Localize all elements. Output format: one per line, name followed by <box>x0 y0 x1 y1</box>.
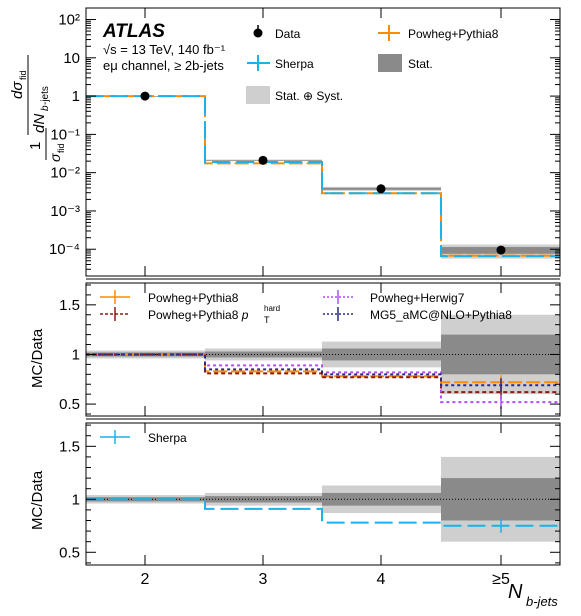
data-point-bin-1 <box>258 155 268 165</box>
svg-text:Stat. ⊕ Syst.: Stat. ⊕ Syst. <box>275 89 343 103</box>
x-axis-title: N <box>508 581 523 603</box>
legend-stat-syst: Stat. ⊕ Syst. <box>246 86 343 104</box>
x-tick-label-1: 3 <box>259 571 268 588</box>
legend-sherpa: Sherpa <box>247 55 314 71</box>
svg-text:hard: hard <box>264 304 280 313</box>
svg-text:b: b <box>40 105 51 111</box>
ratio1-legend: Powheg+Pythia8 Powheg+Pythia8 p T hard P… <box>100 290 512 325</box>
data-point-bin-3 <box>496 245 506 255</box>
legend-r1-powheg-pythia8-pthard: Powheg+Pythia8 p T hard <box>100 304 280 325</box>
legend-powheg-pythia8: Powheg+Pythia8 <box>378 25 499 41</box>
legend-r1-powheg-herwig7: Powheg+Herwig7 <box>323 290 465 305</box>
svg-text:Powheg+Pythia8: Powheg+Pythia8 <box>148 291 239 305</box>
svg-text:-jets: -jets <box>40 86 51 105</box>
svg-text:Powheg+Pythia8: Powheg+Pythia8 <box>408 27 499 41</box>
svg-text:Stat.: Stat. <box>408 57 433 71</box>
data-point-bin-2 <box>376 184 386 194</box>
svg-text:Powheg+Herwig7: Powheg+Herwig7 <box>370 291 465 305</box>
svg-text:σ: σ <box>47 153 63 162</box>
ratio2-stat-band-bin-2 <box>322 492 441 506</box>
ratio1-tick-label-1: 1 <box>72 346 80 363</box>
ratio2-y-axis-title: MC/Data <box>29 470 46 530</box>
svg-text:Data: Data <box>275 27 301 41</box>
svg-text:T: T <box>264 315 270 325</box>
svg-text:MG5_aMC@NLO+Pythia8: MG5_aMC@NLO+Pythia8 <box>370 308 512 322</box>
ratio2-tick-label-0: 0.5 <box>59 544 80 561</box>
legend-r1-powheg-pythia8: Powheg+Pythia8 <box>100 290 239 305</box>
top-panel: 10⁻⁴ 10⁻³ 10⁻² 10⁻¹ 1 10 10² <box>49 7 561 277</box>
svg-text:dN: dN <box>31 114 48 133</box>
ratio1-stat-band-bin-2 <box>322 348 441 361</box>
ratio1-y-axis-title: MC/Data <box>29 328 46 388</box>
top-y-axis-title: 1 σ fid dσ fid dN b -jets <box>9 55 66 162</box>
ratio2-legend: Sherpa <box>100 430 187 445</box>
top-legend: Data Powheg+Pythia8 Sherpa Stat. Stat. ⊕… <box>246 25 499 104</box>
top-frame <box>85 7 561 277</box>
ratio-panel-2: 0.5 1 1.5 <box>59 422 561 566</box>
ratio1-frame <box>85 282 561 417</box>
energy-label: √s = 13 TeV, 140 fb⁻¹ <box>103 42 226 57</box>
legend-data: Data <box>253 25 301 41</box>
x-tick-label-0: 2 <box>141 571 150 588</box>
ratio1-series-mg5-amc-nlo-pythia8 <box>86 353 560 387</box>
ratio1-tick-label-0: 0.5 <box>59 396 80 413</box>
top-tick-label-6: 10² <box>58 12 80 29</box>
top-tick-label-1: 10⁻³ <box>50 203 80 220</box>
ratio2-tick-label-2: 1.5 <box>59 438 80 455</box>
svg-text:dσ: dσ <box>9 81 26 99</box>
atlas-label: ATLAS <box>102 21 165 42</box>
data-point-bin-0 <box>140 91 150 101</box>
top-tick-label-5: 10 <box>63 50 80 67</box>
svg-text:fid: fid <box>18 70 28 80</box>
ratio1-tick-label-2: 1.5 <box>59 297 80 314</box>
legend-stat: Stat. <box>378 54 433 72</box>
ratio2-frame <box>85 422 561 566</box>
x-tick-label-2: 4 <box>377 571 386 588</box>
svg-text:Powheg+Pythia8 p: Powheg+Pythia8 p <box>148 308 249 322</box>
top-tick-label-0: 10⁻⁴ <box>49 241 80 258</box>
ratio2-tick-label-1: 1 <box>72 491 80 508</box>
svg-text:fid: fid <box>56 143 66 153</box>
x-tick-label-3: ≥5 <box>492 571 510 588</box>
top-tick-label-2: 10⁻² <box>50 165 80 182</box>
top-tick-label-3: 10⁻¹ <box>50 126 80 143</box>
ratio2-series-sherpa <box>86 498 560 527</box>
ratio-panel-1: 0.5 1 1.5 <box>59 282 561 417</box>
channel-label: eμ channel, ≥ 2b-jets <box>103 58 224 73</box>
svg-text:Sherpa: Sherpa <box>148 431 187 445</box>
svg-text:1: 1 <box>27 142 44 150</box>
x-axis-title-sub: b-jets <box>526 594 558 609</box>
svg-text:Sherpa: Sherpa <box>275 57 314 71</box>
legend-r1-mg5: MG5_aMC@NLO+Pythia8 <box>323 307 512 322</box>
top-tick-label-4: 1 <box>72 88 80 105</box>
top-series-sherpa <box>86 95 560 258</box>
